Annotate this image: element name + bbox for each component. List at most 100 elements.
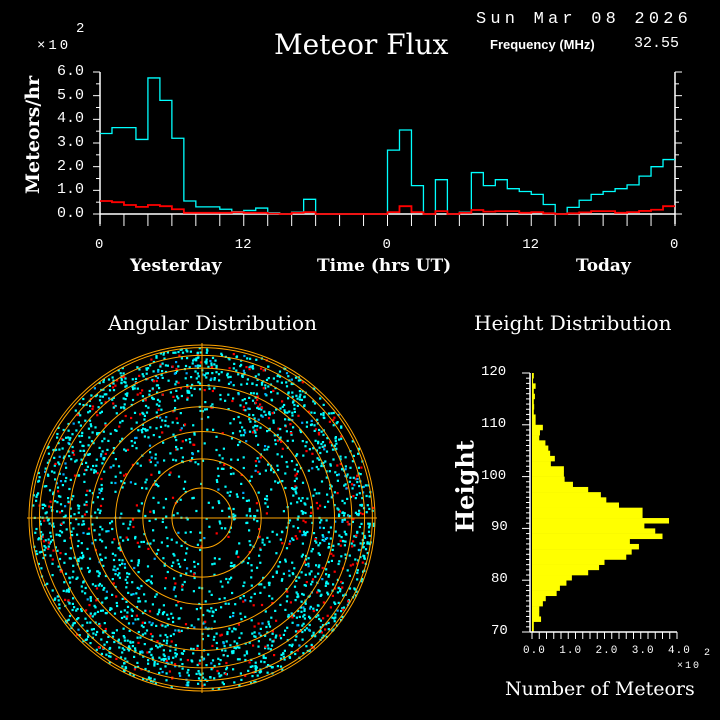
scatter-point	[76, 545, 80, 548]
scatter-point	[335, 442, 338, 445]
scatter-point	[286, 465, 289, 468]
scatter-point	[86, 547, 89, 550]
scatter-point	[237, 392, 240, 395]
scatter-point	[162, 639, 166, 642]
histogram-bar	[532, 569, 589, 576]
scatter-point	[332, 583, 335, 586]
scatter-point	[365, 511, 368, 514]
scatter-point	[219, 522, 222, 525]
scatter-point	[262, 654, 265, 657]
scatter-point	[192, 359, 195, 362]
scatter-point	[186, 398, 189, 401]
scatter-point	[165, 642, 168, 645]
scatter-point	[102, 588, 105, 591]
scatter-point	[83, 513, 87, 516]
scatter-point	[126, 605, 130, 608]
scatter-point	[126, 615, 129, 618]
scatter-point	[163, 564, 166, 567]
scatter-point	[237, 443, 240, 447]
scatter-point	[176, 421, 179, 425]
scatter-point	[341, 468, 344, 471]
scatter-point	[130, 608, 133, 611]
scatter-point	[113, 640, 116, 644]
scatter-point	[181, 351, 185, 354]
scatter-point	[216, 647, 219, 650]
scatter-point	[127, 591, 130, 594]
scatter-point	[126, 660, 129, 663]
height-y-tick-label: 80	[491, 571, 508, 588]
scatter-point	[333, 570, 336, 573]
scatter-point	[114, 458, 117, 461]
scatter-point	[204, 620, 207, 623]
scatter-point	[263, 543, 266, 546]
scatter-point	[257, 405, 260, 408]
scatter-point	[159, 425, 163, 428]
scatter-point	[174, 652, 177, 655]
scatter-point	[274, 636, 277, 639]
scatter-point	[309, 605, 312, 608]
scatter-point	[42, 556, 45, 560]
scatter-point	[290, 645, 293, 648]
scatter-point	[191, 362, 194, 365]
scatter-point	[151, 635, 154, 638]
scatter-point	[364, 548, 368, 551]
scatter-point	[53, 456, 56, 459]
scatter-point	[229, 375, 232, 378]
scatter-point	[112, 382, 115, 385]
scatter-point	[351, 545, 354, 548]
scatter-point	[61, 447, 64, 450]
scatter-point	[264, 384, 267, 387]
scatter-point	[92, 632, 95, 635]
scatter-point	[189, 441, 192, 444]
scatter-point	[310, 583, 313, 586]
scatter-point	[131, 518, 135, 521]
scatter-point	[97, 570, 100, 573]
scatter-point	[100, 652, 103, 655]
scatter-point	[117, 639, 120, 642]
scatter-point	[313, 411, 316, 414]
scatter-point	[86, 489, 89, 492]
scatter-point	[41, 503, 44, 506]
x-group-label-today: Today	[576, 256, 631, 276]
histogram-bar	[532, 461, 551, 467]
scatter-point	[134, 436, 137, 440]
scatter-point	[179, 565, 182, 568]
scatter-point	[164, 665, 167, 668]
scatter-point	[124, 666, 127, 669]
scatter-point	[291, 616, 294, 619]
scatter-point	[99, 525, 102, 528]
scatter-point	[142, 399, 145, 402]
scatter-point	[174, 663, 177, 666]
scatter-point	[276, 439, 280, 442]
scatter-point	[258, 535, 261, 538]
scatter-point	[278, 438, 281, 441]
scatter-point	[247, 499, 250, 502]
scatter-point	[160, 658, 163, 661]
scatter-point	[63, 561, 66, 564]
scatter-point	[202, 614, 205, 617]
scatter-point	[167, 425, 170, 428]
scatter-point	[157, 368, 160, 372]
scatter-point	[80, 458, 83, 461]
scatter-point	[254, 420, 257, 423]
scatter-point	[41, 533, 44, 536]
scatter-point	[175, 541, 178, 544]
histogram-bar	[532, 378, 534, 384]
scatter-point	[101, 440, 104, 443]
scatter-point	[259, 627, 262, 630]
scatter-point	[55, 448, 58, 451]
scatter-point	[273, 654, 276, 657]
scatter-point	[142, 677, 145, 681]
scatter-point	[180, 447, 183, 450]
scatter-point	[213, 387, 216, 390]
scatter-point	[255, 428, 258, 431]
scatter-point	[305, 441, 308, 444]
scatter-point	[260, 603, 264, 607]
scatter-point	[239, 421, 242, 424]
scatter-point	[290, 433, 293, 436]
scatter-point	[271, 530, 274, 533]
scatter-point	[243, 372, 246, 375]
scatter-point	[157, 611, 161, 614]
scatter-point	[59, 503, 63, 506]
scatter-point	[317, 433, 321, 436]
